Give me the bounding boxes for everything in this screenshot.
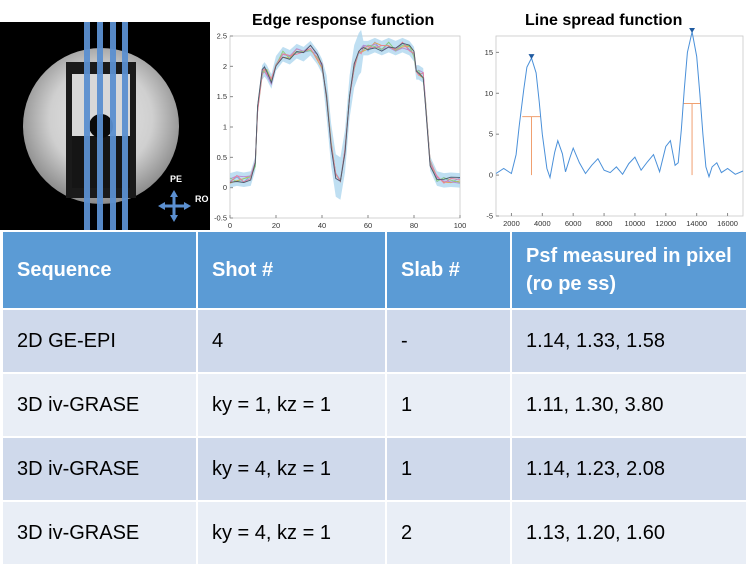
- profile-line-2: [97, 22, 103, 230]
- y-tick-label: 1: [223, 123, 227, 132]
- header-psf: Psf measured in pixel (ro pe ss): [511, 232, 746, 310]
- edge-response-svg: 0 20 40 60 80 100-0.500.511.522.5: [214, 29, 467, 230]
- cell-slab: 1: [386, 437, 512, 502]
- profile-line-1: [84, 22, 90, 230]
- x-tick-label: 14000: [686, 219, 707, 228]
- cell-psf: 1.13, 1.20, 1.60: [511, 501, 746, 566]
- direction-arrows-icon: [158, 190, 191, 222]
- cell-slab: 1: [386, 373, 512, 438]
- y-tick-label: 1.5: [217, 92, 227, 101]
- table-row: 3D iv-GRASE ky = 4, kz = 1 2 1.13, 1.20,…: [3, 501, 746, 566]
- table-header-row: Sequence Shot # Slab # Psf measured in p…: [3, 232, 746, 310]
- x-tick-label: 12000: [655, 219, 676, 228]
- x-tick-label: 4000: [534, 219, 551, 228]
- cell-sequence: 3D iv-GRASE: [3, 437, 198, 502]
- y-tick-label: 2.5: [217, 32, 227, 41]
- x-tick-label: 40: [318, 221, 326, 230]
- lsf-series-line: [495, 31, 744, 180]
- y-tick-label: 0: [223, 183, 227, 192]
- x-tick-label: 2000: [503, 219, 520, 228]
- cell-psf: 1.11, 1.30, 3.80: [511, 373, 746, 438]
- x-tick-label: 16000: [717, 219, 738, 228]
- y-tick-label: -5: [486, 212, 493, 221]
- y-tick-label: 0.5: [217, 153, 227, 162]
- lsf-chart-title: Line spread function: [525, 12, 683, 29]
- y-tick-label: 2: [223, 62, 227, 71]
- mri-phantom-svg: PE RO: [0, 22, 210, 230]
- profile-line-3: [110, 22, 116, 230]
- x-tick-label: 0: [228, 221, 232, 230]
- cell-shot: ky = 4, kz = 1: [197, 501, 387, 566]
- pe-label: PE: [170, 174, 182, 184]
- line-spread-svg: 2000 4000 6000 8000 10000 12000 14000 16000 -5 0 5…: [485, 27, 744, 228]
- x-tick-label: 10000: [625, 219, 646, 228]
- cell-psf: 1.14, 1.33, 1.58: [511, 309, 746, 374]
- cell-shot: 4: [197, 309, 387, 374]
- table-row: 3D iv-GRASE ky = 4, kz = 1 1 1.14, 1.23,…: [3, 437, 746, 502]
- y-tick-label: 15: [485, 48, 493, 57]
- cell-sequence: 3D iv-GRASE: [3, 501, 198, 566]
- erf-chart-title: Edge response function: [252, 12, 435, 29]
- lsf-peak-icon: [689, 27, 696, 33]
- y-tick-label: 5: [489, 130, 493, 139]
- erf-series-line: [229, 42, 461, 183]
- header-shot: Shot #: [197, 232, 387, 310]
- x-tick-label: 8000: [596, 219, 613, 228]
- cell-slab: 2: [386, 501, 512, 566]
- plot-frame: [495, 35, 744, 217]
- erf-shaded-band: [230, 29, 460, 200]
- y-tick-label: -0.5: [214, 214, 227, 223]
- profile-line-4: [122, 22, 128, 230]
- x-tick-label: 60: [364, 221, 372, 230]
- x-tick-label: 100: [454, 221, 467, 230]
- cell-slab: -: [386, 309, 512, 374]
- y-tick-label: 0: [489, 171, 493, 180]
- ro-label: RO: [195, 194, 209, 204]
- table-row: 2D GE-EPI 4 - 1.14, 1.33, 1.58: [3, 309, 746, 374]
- psf-results-table: Sequence Shot # Slab # Psf measured in p…: [3, 232, 746, 566]
- header-slab: Slab #: [386, 232, 512, 310]
- cell-sequence: 3D iv-GRASE: [3, 373, 198, 438]
- header-sequence: Sequence: [3, 232, 198, 310]
- y-tick-label: 10: [485, 89, 493, 98]
- line-spread-chart: 2000 4000 6000 8000 10000 12000 14000 16000 -5 0 5…: [478, 27, 749, 234]
- x-tick-label: 6000: [565, 219, 582, 228]
- cell-sequence: 2D GE-EPI: [3, 309, 198, 374]
- x-tick-label: 20: [272, 221, 280, 230]
- table-row: 3D iv-GRASE ky = 1, kz = 1 1 1.11, 1.30,…: [3, 373, 746, 438]
- mri-phantom-image: PE RO: [0, 22, 210, 230]
- cell-psf: 1.14, 1.23, 2.08: [511, 437, 746, 502]
- cell-shot: ky = 4, kz = 1: [197, 437, 387, 502]
- lsf-peak-icon: [528, 54, 535, 60]
- edge-response-chart: 0 20 40 60 80 100 -0.5 0 0.5 1 1.5 2 2.5: [210, 28, 470, 234]
- x-tick-label: 80: [410, 221, 418, 230]
- cell-shot: ky = 1, kz = 1: [197, 373, 387, 438]
